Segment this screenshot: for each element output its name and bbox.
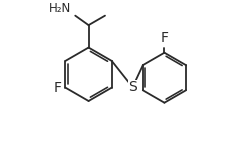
Text: F: F xyxy=(160,31,168,45)
Text: S: S xyxy=(128,80,136,94)
Text: H₂N: H₂N xyxy=(49,2,71,15)
Text: F: F xyxy=(53,81,61,95)
